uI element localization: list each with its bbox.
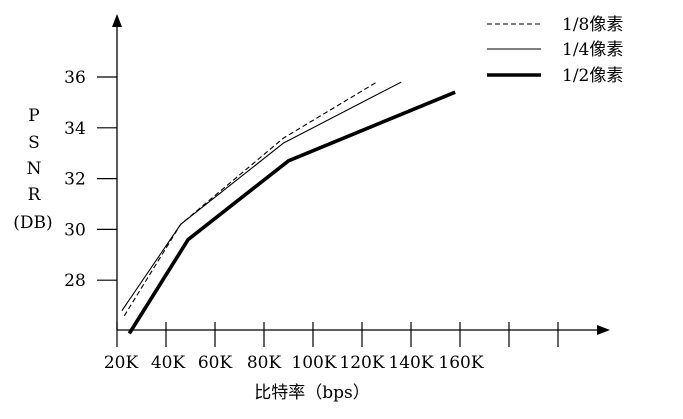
y-axis-label-part: P — [28, 106, 39, 126]
y-ticks: 28 30 32 34 36 — [64, 68, 117, 291]
y-tick-label: 32 — [64, 170, 86, 190]
series-line-1 — [123, 81, 377, 317]
y-axis-label-part: R — [28, 185, 42, 205]
legend-label-3: 1/2像素 — [562, 66, 623, 86]
series-layer — [121, 81, 456, 335]
y-axis-label-part: N — [27, 159, 42, 179]
series-line-3 — [127, 90, 456, 335]
y-axis-label-part: (DB) — [13, 213, 52, 233]
legend: 1/8像素 1/4像素 1/2像素 — [487, 15, 623, 86]
x-axis-arrow — [597, 325, 610, 335]
y-tick-label: 34 — [64, 119, 86, 139]
x-tick-label: 160K — [438, 353, 483, 373]
x-axis-label: 比特率（bps） — [254, 383, 370, 403]
legend-label-2: 1/4像素 — [562, 40, 623, 60]
series-line-2 — [121, 81, 402, 312]
x-tick-label: 140K — [388, 353, 433, 373]
axes — [112, 14, 610, 335]
x-ticks: 20K 40K 60K 80K 100K 120K 140K 160K — [104, 322, 559, 373]
y-tick-label: 30 — [64, 220, 86, 240]
y-axis-label-part: S — [28, 133, 40, 153]
x-tick-label: 80K — [247, 353, 282, 373]
x-tick-label: 60K — [198, 353, 233, 373]
y-tick-label: 36 — [64, 68, 86, 88]
x-tick-label: 40K — [151, 353, 186, 373]
x-tick-label: 20K — [104, 353, 139, 373]
x-tick-label: 100K — [291, 353, 336, 373]
legend-label-1: 1/8像素 — [562, 15, 623, 35]
x-tick-label: 120K — [339, 353, 384, 373]
y-axis-arrow — [112, 14, 122, 27]
y-tick-label: 28 — [64, 271, 86, 291]
